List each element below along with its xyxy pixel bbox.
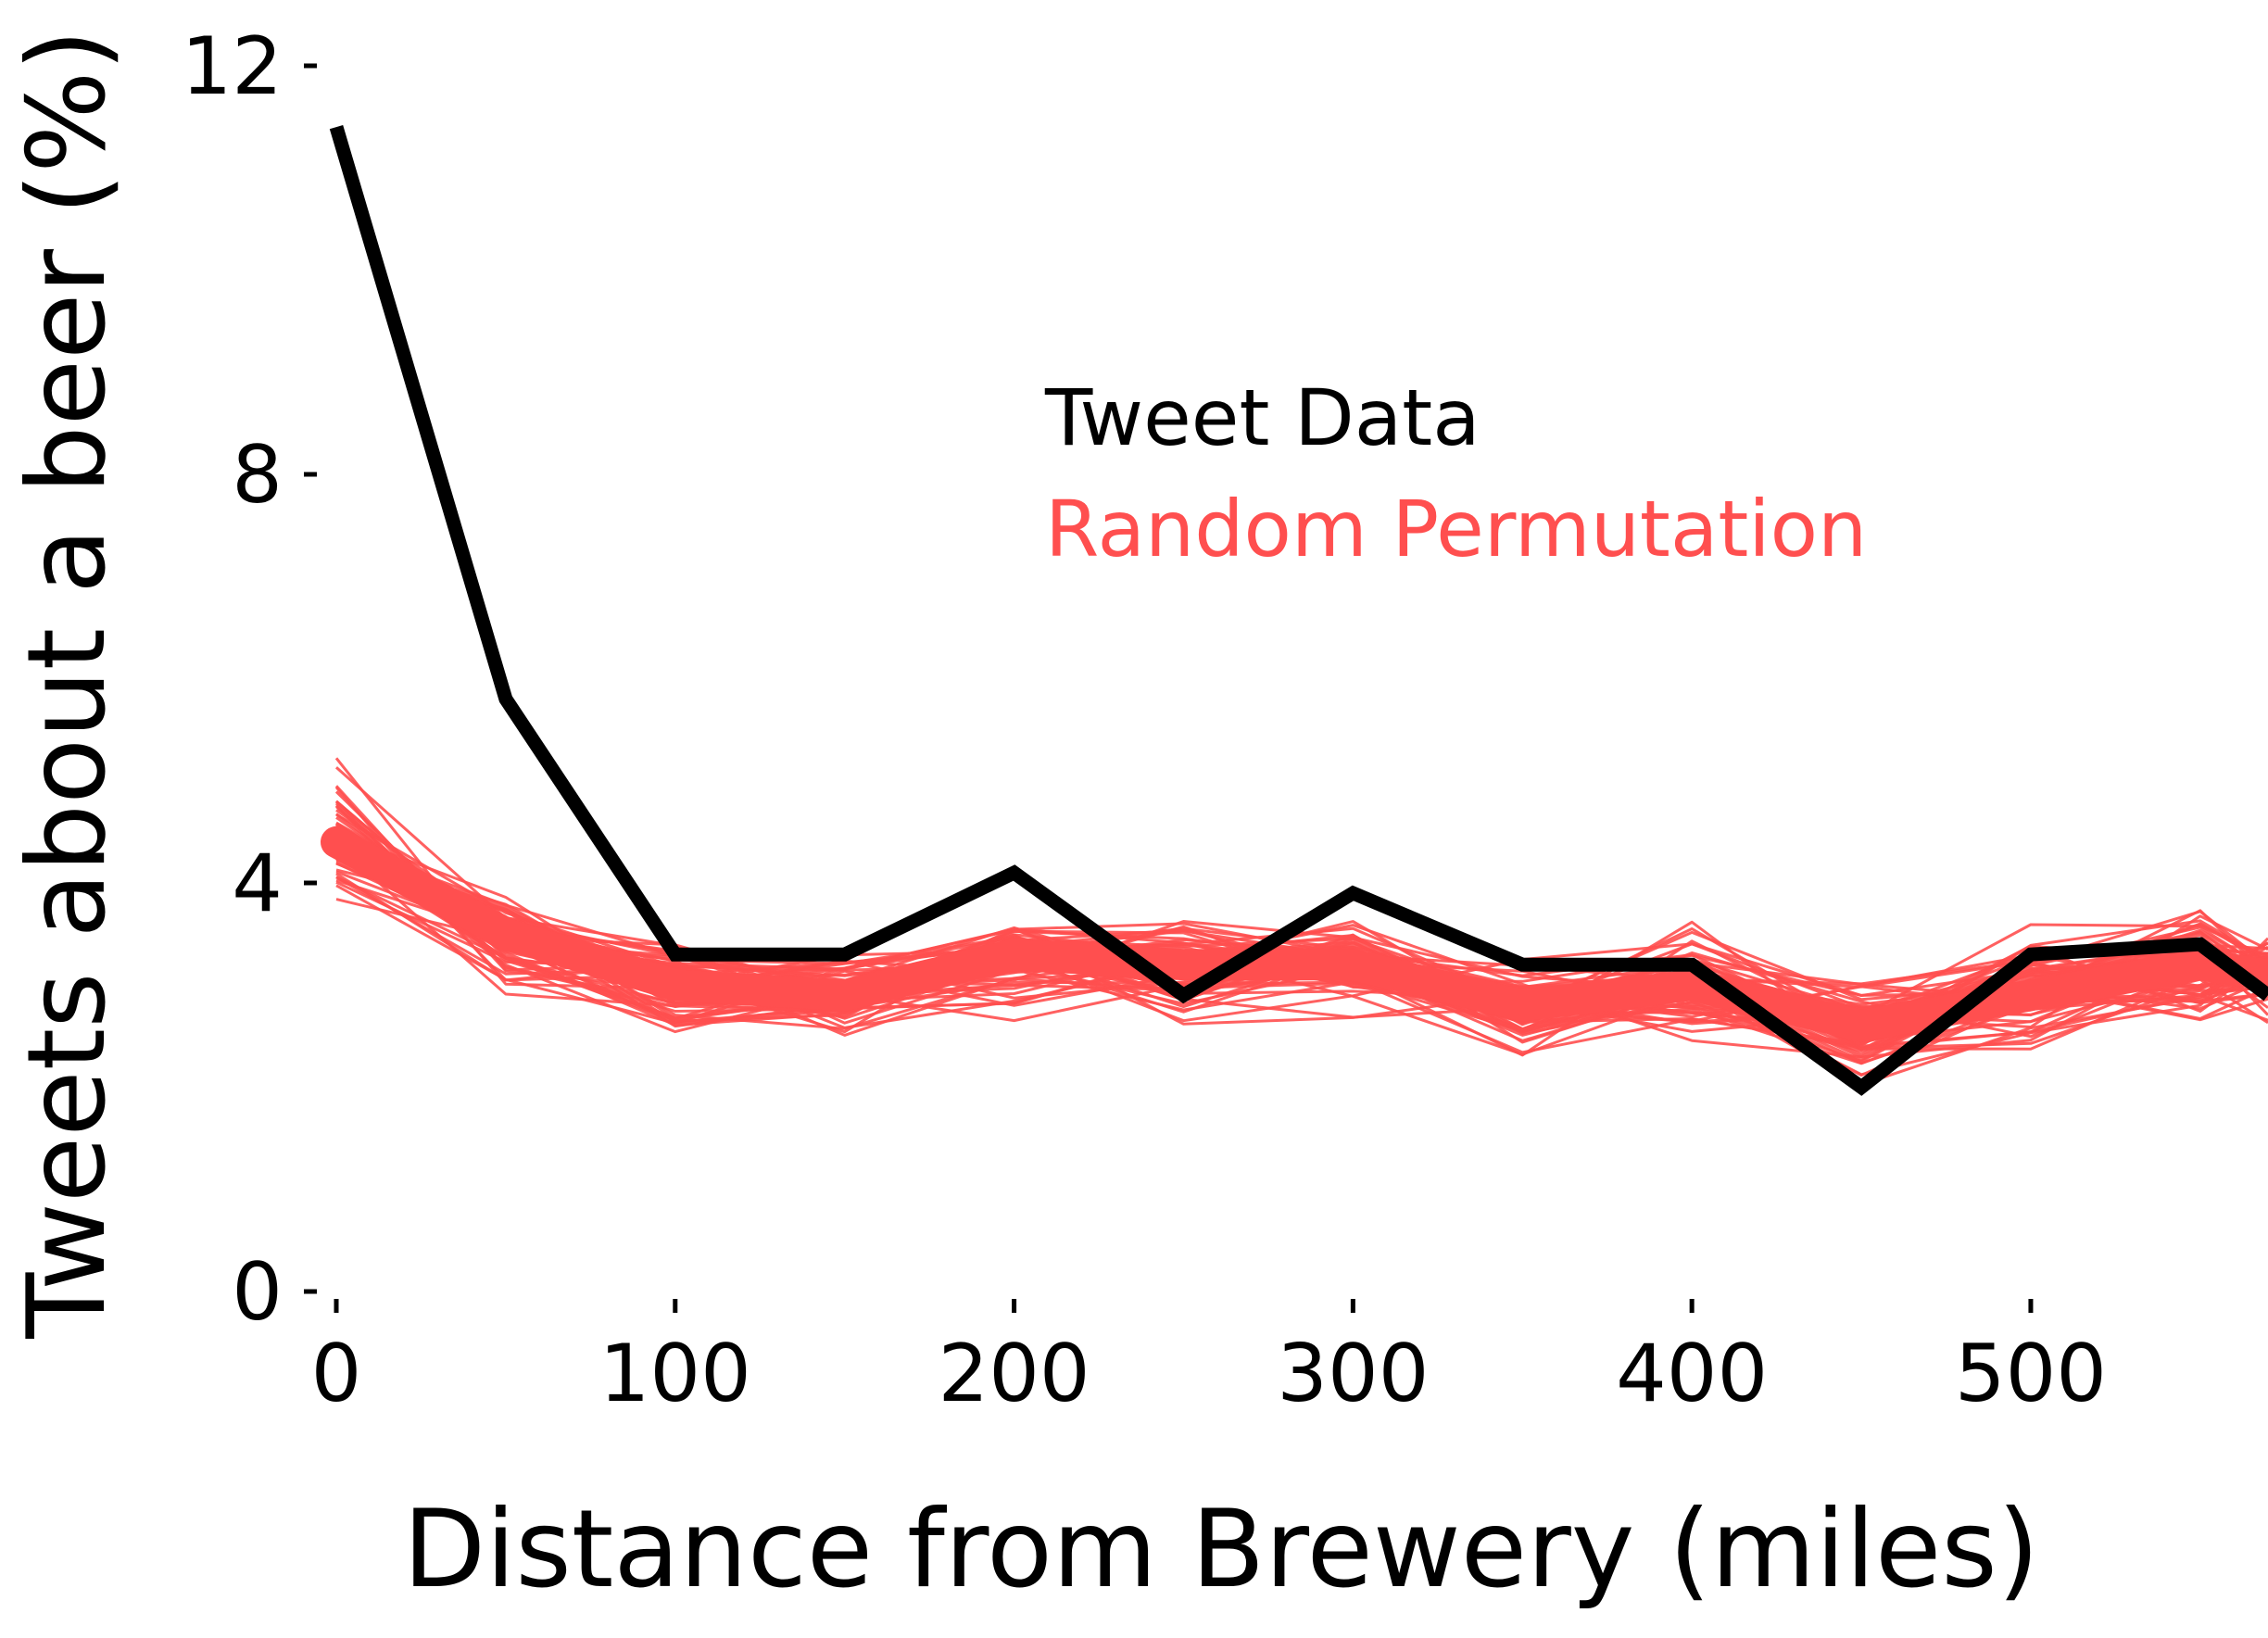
- x-axis-title: Distance from Brewery (miles): [403, 1487, 2039, 1612]
- x-tick-label: 100: [599, 1328, 751, 1420]
- x-tick-label: 500: [1955, 1328, 2107, 1420]
- tweet-data-group: [329, 124, 2268, 1096]
- legend-tweet-data: Tweet Data: [1044, 372, 1480, 463]
- x-tick-label: 300: [1277, 1328, 1429, 1420]
- y-tick-label: 12: [182, 20, 283, 113]
- tweet-data-line: [329, 124, 2268, 1096]
- random-permutation-series: [321, 825, 2268, 1042]
- y-tick-label: 8: [232, 429, 283, 522]
- x-tick-label: 400: [1616, 1328, 1768, 1420]
- legend-group: Tweet Data Random Permutation: [1044, 372, 1867, 574]
- x-tick-label: 0: [311, 1328, 362, 1420]
- y-axis-title: Tweets about a beer (%): [5, 29, 130, 1339]
- y-tick-label: 4: [232, 838, 283, 930]
- y-tick-label: 0: [232, 1246, 283, 1339]
- x-tick-label: 200: [939, 1328, 1090, 1420]
- axes-group: 0 4 8 12 0 100 200 300 400 500: [182, 20, 2107, 1420]
- legend-random-permutation: Random Permutation: [1045, 484, 1867, 574]
